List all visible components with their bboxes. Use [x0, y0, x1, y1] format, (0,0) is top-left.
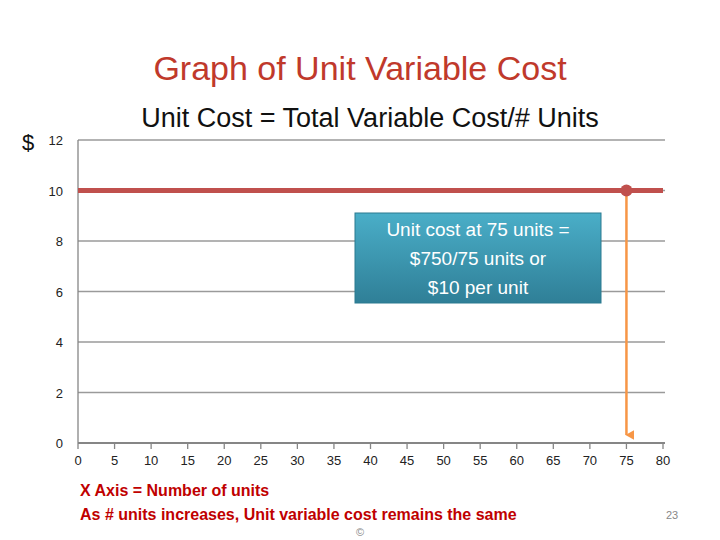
- x-tick: [114, 443, 115, 449]
- y-tick-label: 4: [56, 335, 63, 350]
- x-tick-label: 80: [656, 453, 670, 468]
- x-tick: [406, 443, 407, 449]
- annotation-text: Unit cost at 75 units =: [386, 219, 569, 240]
- annotation-box: [355, 213, 601, 303]
- x-tick-label: 35: [327, 453, 341, 468]
- x-tick-label: 60: [510, 453, 524, 468]
- x-tick: [187, 443, 188, 449]
- grid-line: [78, 341, 665, 342]
- x-tick: [516, 443, 517, 449]
- x-tick: [224, 443, 225, 449]
- x-tick: [553, 443, 554, 449]
- x-tick: [589, 443, 590, 449]
- x-tick-label: 20: [217, 453, 231, 468]
- grid-line: [78, 392, 665, 393]
- annotation-arrow: [625, 191, 628, 436]
- y-tick-label: 2: [56, 386, 63, 401]
- x-tick-label: 75: [619, 453, 633, 468]
- x-tick-label: 70: [583, 453, 597, 468]
- series-line: [78, 188, 663, 193]
- subtitle: Unit Cost = Total Variable Cost/# Units: [141, 103, 598, 133]
- x-tick-label: 45: [400, 453, 414, 468]
- x-tick: [662, 443, 663, 449]
- title: Graph of Unit Variable Cost: [153, 49, 567, 87]
- x-tick-label: 5: [111, 453, 118, 468]
- y-label: $: [22, 130, 34, 155]
- x-axis-line: [78, 442, 665, 444]
- x-tick-label: 10: [144, 453, 158, 468]
- x-tick-label: 50: [436, 453, 450, 468]
- x-tick: [370, 443, 371, 449]
- x-tick: [260, 443, 261, 449]
- footer: ©: [356, 526, 364, 538]
- x-tick: [333, 443, 334, 449]
- x-tick-label: 40: [363, 453, 377, 468]
- x-tick-label: 15: [180, 453, 194, 468]
- grid-line: [78, 139, 665, 140]
- note: As # units increases, Unit variable cost…: [80, 506, 517, 523]
- grid-line: [78, 190, 665, 191]
- annotation-text: $10 per unit: [428, 277, 529, 298]
- plot-marks: [78, 185, 663, 436]
- x-tick: [297, 443, 298, 449]
- annotation-text: $750/75 units or: [410, 248, 547, 269]
- y-tick-label: 12: [49, 133, 63, 148]
- y-axis-line: [77, 140, 78, 443]
- y-tick-label: 10: [49, 184, 63, 199]
- x-tick: [443, 443, 444, 449]
- annotation-point: [620, 185, 632, 197]
- x-tick-label: 0: [74, 453, 81, 468]
- x-tick: [626, 443, 627, 449]
- y-tick-label: 0: [56, 436, 63, 451]
- x-tick: [77, 443, 78, 449]
- x-tick: [480, 443, 481, 449]
- page-number: 23: [666, 509, 678, 521]
- chart: Graph of Unit Variable Cost Unit Cost = T…: [0, 0, 720, 540]
- x-tick-label: 25: [254, 453, 268, 468]
- x-tick-label: 65: [546, 453, 560, 468]
- x-tick: [150, 443, 151, 449]
- x-label: X Axis = Number of units: [80, 482, 269, 499]
- x-tick-label: 30: [290, 453, 304, 468]
- y-tick-label: 8: [56, 234, 63, 249]
- x-tick-label: 55: [473, 453, 487, 468]
- y-tick-label: 6: [56, 285, 63, 300]
